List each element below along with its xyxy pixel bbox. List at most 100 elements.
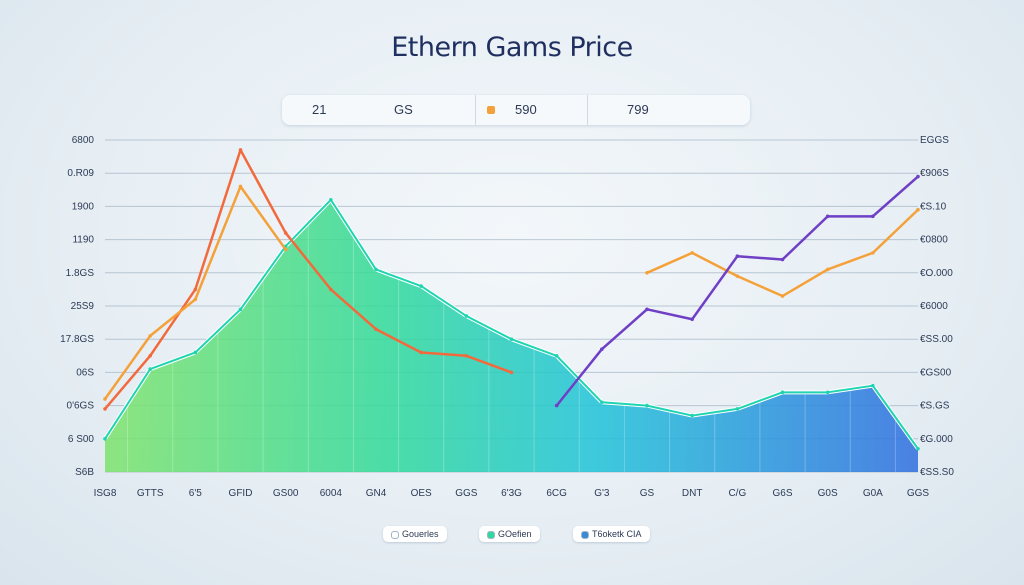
y-tick-label: 1.8GS	[66, 268, 95, 279]
x-axis: ISG8 GTTS 6'5 GFID GS00 6004 GN4 OES GGS 6'3G 6CG G…	[94, 488, 930, 499]
data-point	[645, 307, 649, 312]
data-point	[871, 214, 875, 219]
data-point	[148, 334, 152, 338]
y-tick-label: 6800	[72, 135, 95, 146]
data-point	[103, 407, 107, 411]
data-point	[645, 271, 649, 275]
x-tick-label: C/G	[728, 488, 746, 499]
data-point	[374, 267, 378, 272]
data-point	[464, 354, 469, 358]
legend-item: GOefien	[479, 526, 540, 542]
y-tick-label: 0.R09	[67, 168, 94, 179]
data-point	[916, 207, 920, 212]
data-point	[916, 446, 920, 451]
x-tick-label: DNT	[682, 488, 703, 499]
x-tick-label: G0A	[863, 488, 883, 499]
data-point	[780, 257, 785, 262]
data-point	[690, 317, 694, 322]
y-tick-label-right: €S.10	[920, 201, 947, 212]
y-tick-label-right: EGGS	[920, 135, 949, 146]
stats-bar: 21 GS 590 799	[282, 95, 750, 125]
data-point	[148, 367, 152, 371]
data-point	[735, 254, 740, 258]
legend-item: T6oketk CIA	[573, 526, 650, 542]
y-tick-label-right: €GS00	[920, 367, 952, 378]
y-tick-label-right: €SS.S0	[920, 467, 954, 478]
x-tick-label: GFID	[229, 488, 253, 499]
data-point	[780, 390, 785, 395]
stat-value-3: 590	[515, 102, 537, 117]
x-tick-label: ISG8	[94, 488, 117, 499]
data-point	[329, 197, 333, 202]
y-axis-right: EGGS €906S €S.10 €0800 €O.000 €6000 €SS.00 €GS0…	[920, 135, 954, 478]
y-tick-label: 1190	[72, 235, 94, 246]
legend-label: GOefien	[498, 529, 532, 539]
chart-title: Ethern Gams Price	[391, 32, 633, 63]
data-point	[193, 287, 198, 292]
stat-value-1: 21	[312, 102, 327, 117]
data-point	[193, 297, 198, 302]
data-point	[238, 148, 243, 152]
data-point	[509, 370, 514, 375]
y-tick-label: S6B	[75, 467, 94, 478]
legend-swatch	[487, 530, 495, 539]
x-tick-label: G6S	[772, 488, 792, 499]
series-line-3	[555, 175, 919, 407]
legend-swatch	[391, 530, 399, 539]
x-tick-label: 6004	[320, 488, 343, 499]
x-tick-label: GGS	[455, 488, 478, 499]
data-point	[238, 307, 243, 312]
x-tick-label: OES	[411, 488, 432, 499]
data-point	[645, 403, 649, 408]
data-point	[825, 214, 830, 219]
y-tick-label-right: €S.GS	[920, 401, 950, 412]
x-tick-label: 6'3G	[501, 488, 522, 499]
legend-label: Gouerles	[402, 529, 439, 539]
y-tick-label-right: €906S	[920, 168, 949, 179]
x-tick-label: GS00	[273, 488, 299, 499]
data-point	[735, 407, 740, 411]
y-tick-label-right: €G.000	[920, 434, 953, 445]
data-point	[916, 174, 920, 179]
x-tick-label: GN4	[366, 488, 387, 499]
y-axis-left: 6800 0.R09 1900 1190 1.8GS 25S9 17.8GS 06S 0'6GS…	[60, 135, 94, 478]
y-tick-label: 0'6GS	[67, 401, 95, 412]
x-tick-label: GS	[640, 488, 655, 499]
data-point	[825, 267, 830, 272]
data-point	[103, 397, 107, 401]
data-point	[554, 354, 559, 358]
data-point	[871, 383, 875, 388]
data-point	[554, 403, 559, 408]
legend-item: Gouerles	[383, 526, 447, 542]
data-point	[780, 294, 785, 298]
x-tick-label: G'3	[594, 488, 610, 499]
x-tick-label: G0S	[818, 488, 838, 499]
data-point	[103, 437, 107, 441]
data-point	[735, 274, 740, 278]
y-tick-label: 25S9	[71, 301, 95, 312]
legend-swatch	[581, 530, 589, 539]
data-point	[419, 284, 423, 288]
y-tick-label-right: €SS.00	[920, 334, 953, 345]
data-point	[600, 347, 604, 351]
series-lines	[103, 148, 920, 451]
y-tick-label: 6 S00	[68, 434, 95, 445]
stat-value-2: GS	[394, 102, 413, 117]
data-point	[148, 354, 152, 358]
series-line-1	[104, 148, 512, 410]
area-fill	[105, 199, 918, 472]
data-point	[283, 231, 288, 235]
y-tick-label-right: €6000	[920, 301, 948, 312]
y-tick-label-right: €0800	[920, 235, 948, 246]
data-point	[825, 390, 830, 395]
stat-dot-icon	[487, 106, 495, 114]
stats-divider	[475, 95, 476, 125]
data-point	[509, 337, 514, 342]
data-point	[464, 314, 469, 318]
area-layer	[105, 199, 918, 472]
y-tick-label: 1900	[72, 201, 95, 212]
data-point	[193, 350, 198, 355]
x-tick-label: GGS	[907, 488, 930, 499]
stat-value-4: 799	[627, 102, 649, 117]
legend-label: T6oketk CIA	[592, 529, 642, 539]
